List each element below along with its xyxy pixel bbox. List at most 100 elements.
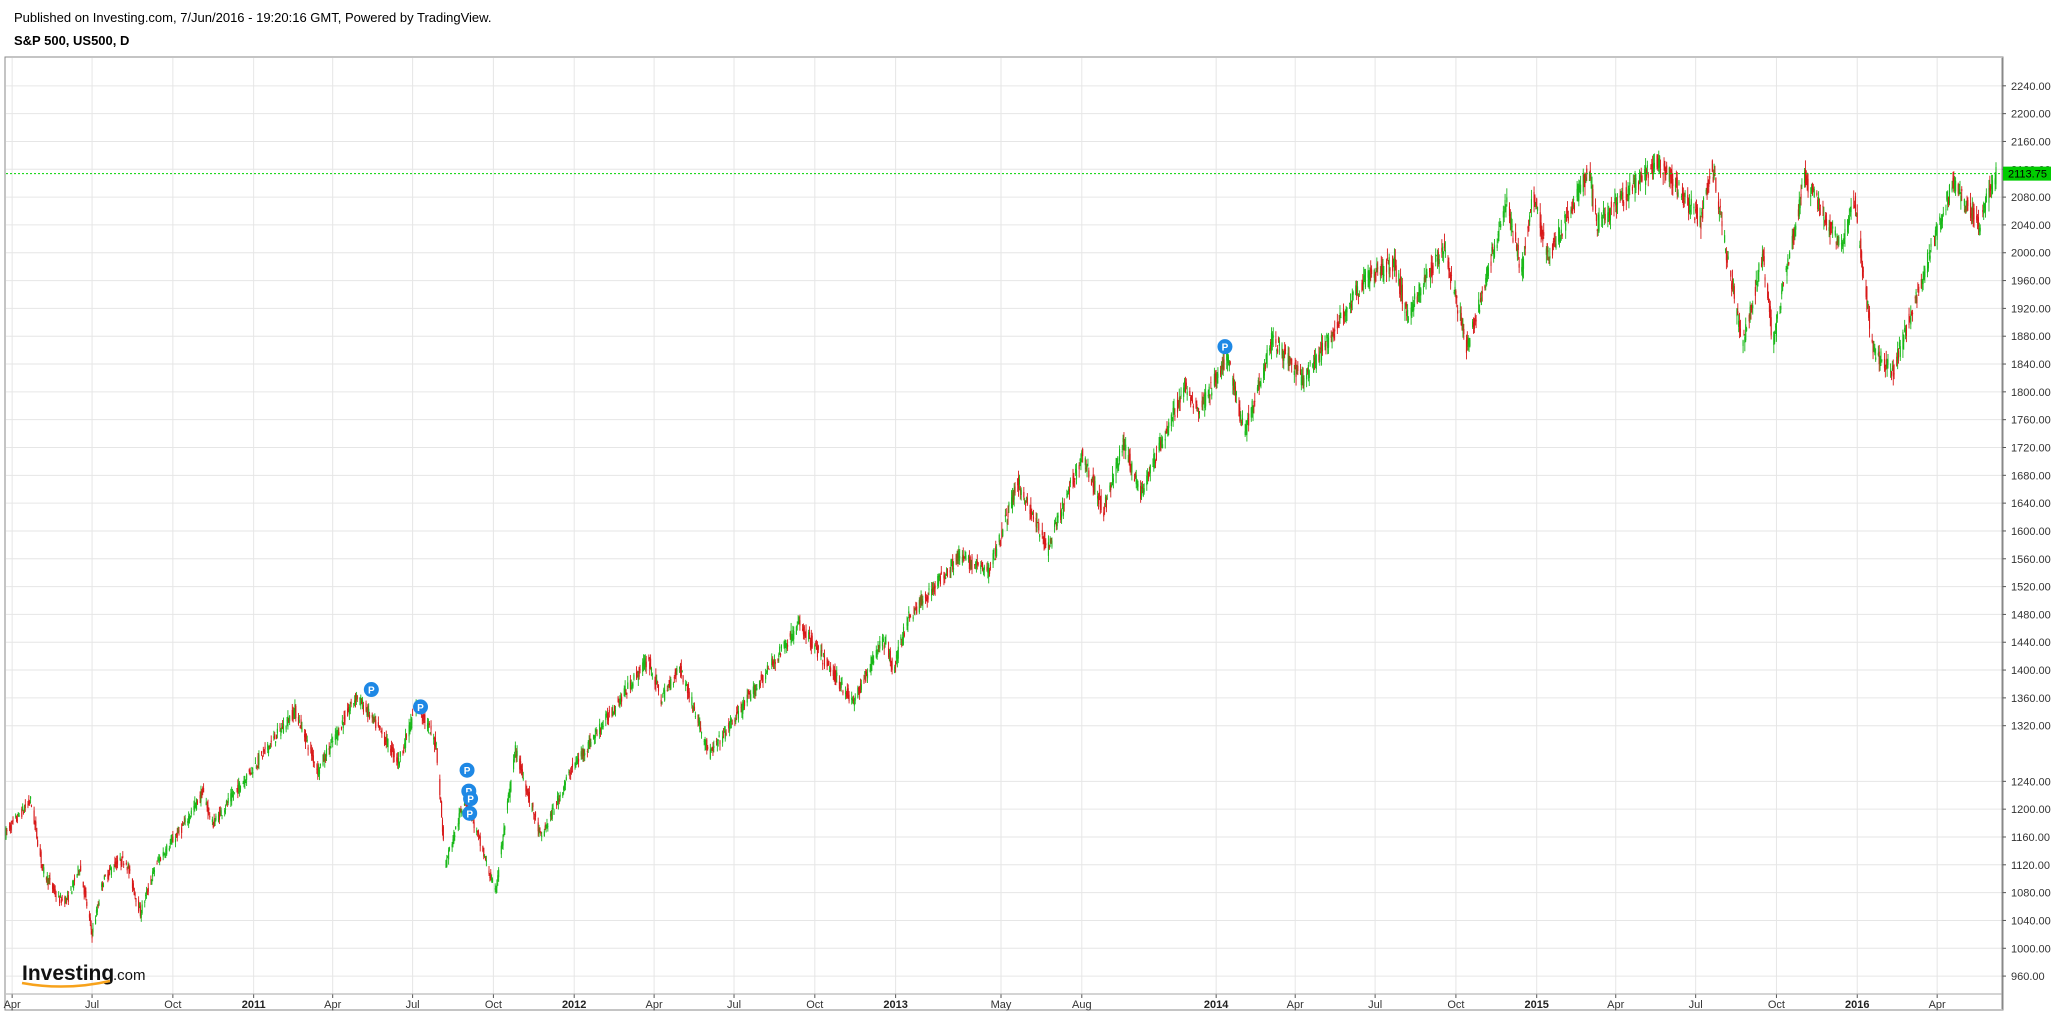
candle-body [1500, 223, 1502, 228]
candle-body [674, 672, 676, 677]
candle-body [1819, 205, 1821, 206]
candle-body [1469, 339, 1471, 346]
candle-body [174, 838, 177, 843]
candle-body [251, 767, 253, 769]
candle-body [439, 778, 441, 796]
candle-body [765, 673, 767, 680]
candle-body [1816, 192, 1818, 196]
candle-body [1515, 244, 1518, 251]
candle-body [1817, 199, 1819, 210]
candle-body [116, 860, 119, 864]
candle-body [390, 748, 392, 753]
candle-body [1984, 203, 1986, 209]
x-tick-label: 2015 [1524, 999, 1548, 1011]
candle-body [1731, 278, 1734, 285]
candle-body [715, 741, 718, 743]
candle-body [447, 856, 449, 858]
candle-body [1111, 484, 1113, 487]
candle-body [1239, 407, 1241, 422]
candle-body [1602, 209, 1604, 213]
candle-body [1229, 361, 1231, 365]
candle-body [1263, 363, 1266, 376]
marker-badge [363, 682, 379, 698]
candle-body [1690, 198, 1692, 206]
candle-body [54, 889, 56, 895]
candle-body [1376, 263, 1378, 273]
candle-body [1549, 256, 1551, 259]
candle-body [1140, 485, 1142, 500]
candle-body [1849, 208, 1851, 212]
candle-body [1853, 198, 1855, 200]
candle-body [1792, 234, 1794, 244]
candle-body [353, 703, 355, 705]
candle-body [826, 657, 828, 667]
candle-body [1902, 332, 1904, 349]
candle-body [293, 710, 295, 716]
candle-body [1352, 291, 1354, 295]
candle-body [140, 913, 142, 918]
candle-body [33, 810, 35, 824]
candle-body [1767, 297, 1770, 303]
candle-body [70, 886, 72, 891]
candle-body [1592, 189, 1594, 210]
candle-body [485, 860, 487, 862]
candle-body [1695, 204, 1698, 218]
candle-body [556, 795, 559, 802]
candle-body [1793, 228, 1795, 238]
candle-body [1036, 519, 1038, 529]
y-tick-label: 2040.00 [2011, 220, 2051, 232]
candle-body [656, 679, 658, 684]
candle-body [168, 848, 170, 851]
candle-body [767, 668, 769, 670]
candle-body [1818, 197, 1820, 209]
candle-body [275, 741, 277, 743]
candle-body [1080, 459, 1082, 463]
candle-body [1928, 252, 1930, 254]
candle-body [827, 662, 829, 666]
candle-body [975, 559, 977, 569]
candle-body [5, 827, 7, 839]
candle-body [64, 897, 66, 905]
candle-body [798, 621, 800, 624]
candle-body [1610, 201, 1612, 208]
candle-body [477, 830, 480, 835]
candle-body [126, 866, 128, 871]
candle-body [60, 900, 62, 903]
candle-body [1689, 209, 1691, 213]
candle-body [1167, 426, 1169, 437]
candle-body [1807, 178, 1809, 193]
candle-body [1640, 172, 1642, 179]
candle-body [772, 660, 774, 665]
candle-body [1382, 263, 1384, 277]
candle-body [879, 640, 881, 649]
candle-body [1265, 354, 1267, 361]
candle-body [1656, 155, 1658, 168]
candle-body [750, 694, 752, 701]
candle-body [1965, 200, 1967, 210]
candle-body [1056, 516, 1058, 527]
logo-main: Investing [22, 962, 114, 985]
candle-body [958, 550, 960, 561]
candle-body [1325, 341, 1327, 347]
candle-body [1830, 222, 1832, 226]
candle-body [514, 745, 516, 753]
candle-body [45, 877, 47, 880]
candle-body [144, 901, 146, 903]
candle-body [1505, 205, 1507, 213]
candle-body [1235, 391, 1237, 396]
candle-body [823, 655, 826, 667]
candle-body [1127, 455, 1129, 463]
candle-body [1014, 486, 1016, 493]
candle-body [1441, 247, 1443, 252]
candle-body [1079, 459, 1081, 462]
candle-body [434, 742, 436, 746]
candle-body [1933, 235, 1935, 237]
candle-body [1438, 259, 1440, 265]
candle-body [1288, 355, 1290, 366]
candle-body [921, 598, 923, 605]
candle-body [1518, 263, 1520, 268]
candle-body [361, 699, 364, 705]
candle-body [374, 717, 376, 719]
candle-body [537, 822, 539, 832]
